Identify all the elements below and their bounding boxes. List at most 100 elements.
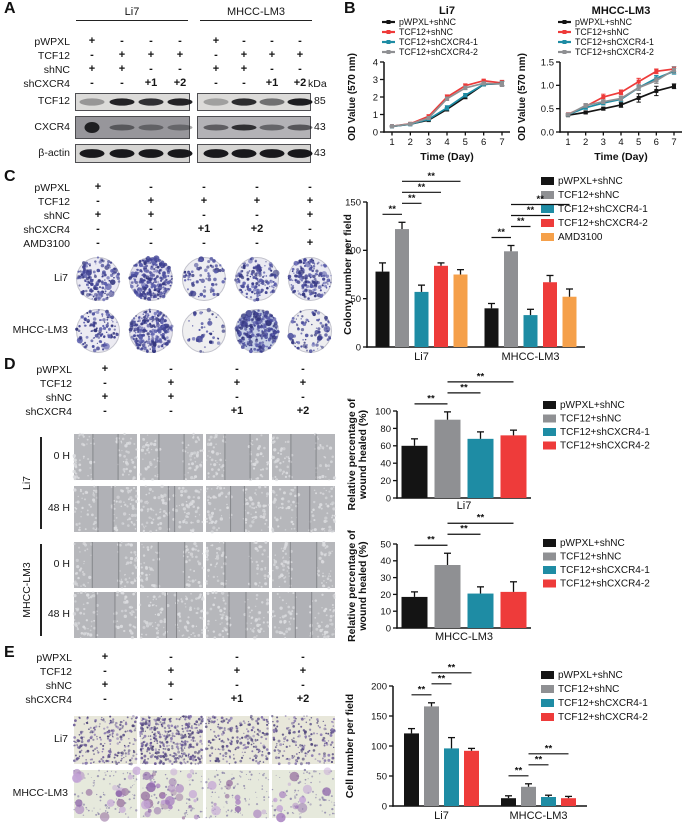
colony-dish [287, 257, 332, 301]
y-tick-label: 150 [371, 711, 387, 722]
panel-d-condition-symbol: + [101, 363, 109, 375]
x-tick-label: 6 [654, 137, 659, 148]
panel-e-condition-symbol: - [301, 679, 305, 691]
wound-image [270, 486, 336, 534]
panel-d-bracket-mhcc [40, 544, 42, 636]
bar [543, 282, 557, 347]
legend-label: TCF12+shCXCR4-2 [399, 47, 478, 57]
blot-band [167, 124, 193, 131]
blot-band [287, 149, 313, 158]
panel-c-condition-symbol: + [94, 181, 102, 193]
x-tick-label: 3 [426, 137, 431, 148]
legend-label: TCF12+shNC [558, 684, 619, 695]
bar [561, 798, 576, 806]
y-tick-label: 50 [380, 539, 391, 550]
y-axis-label: wound healed (%) [357, 541, 369, 631]
panel-c-letter: C [4, 168, 16, 185]
x-category-label: MHCC-LM3 [435, 631, 493, 643]
panel-a-group-header: MHCC-LM3 [200, 6, 312, 21]
panel-e-cell-label: Li7 [53, 733, 68, 745]
panel-e-condition-label: shCXCR4 [25, 694, 72, 706]
panel-a-kda-header: kDa [308, 78, 327, 90]
colony-dish [128, 255, 173, 301]
blot-label: β-actin [38, 146, 70, 159]
transwell-image [271, 715, 336, 766]
legend-label: TCF12+shNC [575, 27, 630, 37]
y-tick-label: 3 [373, 75, 378, 86]
blot-mw-label: 85 [314, 95, 326, 107]
panel-c-condition-symbol: - [255, 181, 259, 193]
panel-d-condition-symbol: - [103, 405, 107, 417]
legend-label: TCF12+shNC [560, 552, 621, 563]
y-tick-label: 0 [356, 342, 361, 353]
panel-e-condition-symbol: + [167, 665, 175, 677]
y-axis-label: Relative percentage of [346, 529, 358, 642]
panel-e-condition-symbol: + [101, 651, 109, 663]
panel-e-condition-symbol: +2 [296, 693, 310, 705]
x-tick-label: 1 [389, 137, 394, 148]
bar [444, 748, 459, 806]
y-axis-label: OD Value (570 nm) [517, 53, 528, 141]
x-tick-label: 2 [583, 137, 588, 148]
y-tick-label: 100 [371, 741, 387, 752]
panel-a-condition-symbol: - [120, 77, 124, 89]
y-tick-label: 50 [350, 294, 361, 305]
panel-c-condition-symbol: - [255, 209, 259, 221]
panel-e-condition-symbol: + [299, 665, 307, 677]
panel-a-condition-symbol: + [88, 35, 96, 47]
panel-d-condition-symbol: + [299, 377, 307, 389]
panel-c-condition-symbol: - [308, 181, 312, 193]
x-axis-label: Time (Day) [594, 151, 648, 163]
series-line [391, 79, 503, 128]
panel-a-condition-symbol: - [298, 63, 302, 75]
legend-label: AMD3100 [558, 232, 603, 243]
significance-label: ** [418, 182, 426, 193]
blot-label: TCF12 [37, 95, 70, 107]
legend-label: TCF12+shCXCR4-2 [560, 441, 650, 452]
y-tick-label: 200 [371, 681, 387, 692]
x-tick-label: 4 [618, 137, 623, 148]
significance-label: ** [537, 194, 545, 205]
legend-label: pWPXL+shNC [560, 400, 625, 411]
bar [500, 435, 527, 498]
legend-label: TCF12+shCXCR4-1 [560, 427, 650, 438]
y-tick-label: 0.0 [541, 127, 554, 138]
panel-e-condition-symbol: + [101, 679, 109, 691]
y-tick-label: 0 [382, 801, 387, 812]
panel-c-cell-label: Li7 [53, 272, 68, 284]
y-tick-label: 150 [345, 197, 361, 208]
panel-c-condition-symbol: + [200, 195, 208, 207]
x-tick-label: 4 [444, 137, 449, 148]
legend-label: TCF12+shCXCR4-1 [558, 204, 648, 215]
bar [434, 419, 461, 498]
blot-band [167, 98, 193, 106]
series-line [391, 82, 503, 128]
blot-band [231, 149, 257, 158]
panel-e-cell-label: MHCC-LM3 [12, 787, 68, 799]
bar [467, 593, 494, 628]
transwell-image [139, 715, 204, 766]
panel-c-condition-symbol: - [255, 237, 259, 249]
panel-a-condition-symbol: - [214, 49, 218, 61]
y-tick-label: 20 [380, 590, 391, 601]
panel-a-condition-symbol: - [242, 35, 246, 47]
panel-c-condition-label: shCXCR4 [23, 224, 70, 236]
panel-c-condition-symbol: - [202, 237, 206, 249]
colony-dish [287, 309, 332, 353]
y-axis-label: Colony number per field [342, 214, 354, 335]
panel-c-condition-symbol: + [306, 195, 314, 207]
panel-c-condition-symbol: - [308, 223, 312, 235]
y-tick-label: 4 [373, 57, 378, 68]
panel-a-condition-symbol: + [240, 49, 248, 61]
panel-d-condition-symbol: + [101, 391, 109, 403]
panel-d-condition-symbol: - [301, 363, 305, 375]
panel-a-condition-symbol: +1 [265, 77, 279, 89]
legend-label: pWPXL+shNC [560, 538, 625, 549]
wound-image [139, 432, 204, 481]
wound-image [139, 484, 204, 533]
panel-c-condition-symbol: - [202, 209, 206, 221]
bar [375, 271, 390, 347]
y-tick-label: 1 [373, 110, 378, 121]
blot-strip [197, 93, 313, 111]
panel-a-condition-symbol: - [149, 63, 153, 75]
